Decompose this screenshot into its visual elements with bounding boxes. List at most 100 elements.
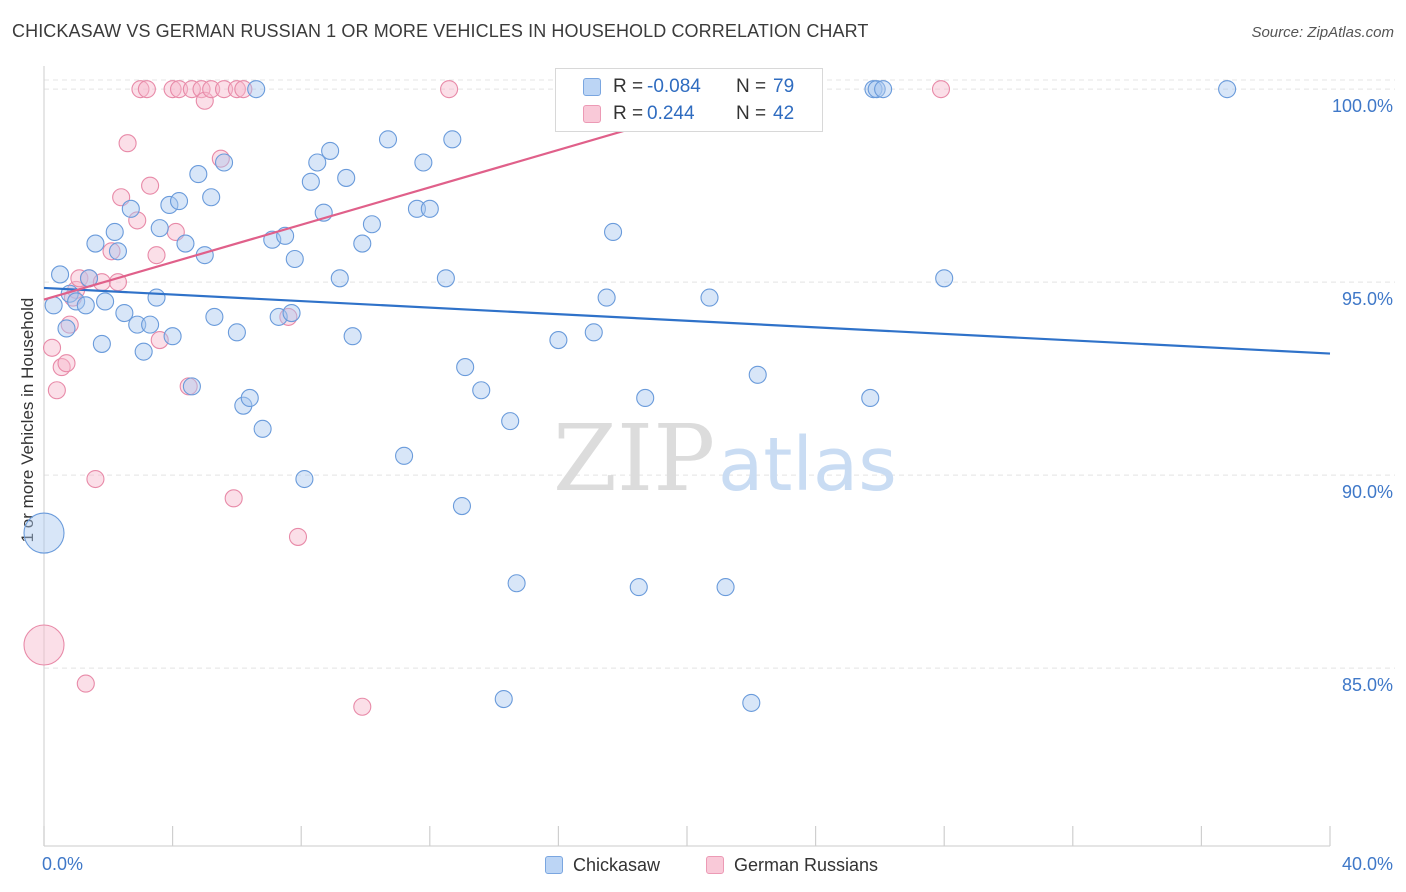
- chickasaw-point: [205, 307, 224, 326]
- chickasaw-point: [308, 153, 327, 172]
- german-russians-point: [288, 527, 308, 546]
- x-tick-labels: 0.0% 40.0%: [42, 854, 1393, 874]
- chickasaw-point: [353, 234, 372, 253]
- x-tick-label-min: 0.0%: [42, 854, 83, 874]
- chickasaw-point: [108, 242, 127, 261]
- german-russians-point: [128, 211, 147, 230]
- german-russians-point: [86, 469, 105, 489]
- chickasaw-point: [214, 153, 234, 172]
- chickasaw-point: [362, 215, 381, 234]
- chickasaw-point: [150, 219, 169, 238]
- german-russians-point: [182, 80, 201, 99]
- x-tick-label-max: 40.0%: [1342, 854, 1393, 874]
- axes: [43, 66, 1331, 847]
- german-russians-point: [131, 80, 150, 99]
- chickasaw-point: [134, 342, 153, 361]
- german-russians-point: [195, 91, 214, 110]
- german-russians-point: [163, 80, 182, 99]
- german-russians-point: [234, 80, 253, 99]
- legend-item-german-russians: German Russians: [706, 851, 878, 879]
- legend-item-chickasaw: Chickasaw: [545, 851, 660, 879]
- german-russians-point: [353, 697, 372, 716]
- legend-label-german-russians: German Russians: [734, 854, 879, 875]
- chickasaw-point: [636, 388, 655, 408]
- watermark-zip: ZIP: [553, 405, 715, 512]
- chickasaw-point: [597, 288, 616, 307]
- chickasaw-point: [716, 578, 735, 597]
- y-tick-label: 85.0%: [1342, 675, 1393, 695]
- y-tick-labels: 85.0% 90.0% 95.0% 100.0%: [1332, 96, 1393, 695]
- german-russians-point: [118, 134, 137, 153]
- chickasaw-legend-swatch: [545, 856, 563, 874]
- chickasaw-point: [1218, 80, 1237, 99]
- r-value: -0.084: [647, 76, 701, 97]
- chickasaw-point: [935, 269, 954, 288]
- r-label: R =: [613, 76, 644, 97]
- german-russians-point: [227, 80, 246, 99]
- german-russians-point: [169, 80, 189, 99]
- chickasaw-point: [420, 199, 439, 218]
- german-russians-point: [57, 354, 76, 373]
- chickasaw-point: [549, 331, 568, 350]
- chickasaw-point: [742, 693, 761, 712]
- chickasaw-point: [176, 234, 195, 253]
- chickasaw-point: [92, 334, 111, 353]
- chickasaw-point: [700, 288, 719, 307]
- series-chickasaw: [23, 80, 1237, 712]
- chickasaw-point: [861, 388, 880, 408]
- german-russians-point: [137, 80, 156, 99]
- german-russians-point: [931, 80, 951, 99]
- german-russians-point: [70, 269, 89, 288]
- chickasaw-point: [501, 412, 520, 431]
- chickasaw-point: [285, 249, 304, 269]
- german-russians-point: [23, 624, 65, 666]
- german-russians-point: [202, 80, 221, 99]
- chickasaw-point: [378, 130, 398, 149]
- n-label: N =: [736, 76, 767, 97]
- source-label: Source: ZipAtlas.com: [1251, 24, 1394, 41]
- german-russians-point: [112, 188, 131, 207]
- chickasaw-point: [86, 234, 105, 253]
- n-label: N =: [736, 103, 767, 124]
- chickasaw-point: [282, 303, 301, 323]
- chickasaw-point: [23, 512, 65, 554]
- trend-line-chickasaw: [43, 286, 1331, 355]
- stats-legend: R = -0.084 N = 79 R = 0.244 N = 42: [555, 68, 823, 132]
- chart-title: CHICKASAW VS GERMAN RUSSIAN 1 OR MORE VE…: [12, 21, 869, 41]
- chickasaw-point: [121, 199, 140, 218]
- stats-row-chickasaw: R = -0.084 N = 79: [556, 74, 822, 100]
- chickasaw-point: [182, 377, 201, 396]
- german-russians-legend-swatch: [706, 856, 724, 874]
- chickasaw-point: [169, 192, 189, 211]
- chickasaw-point: [867, 80, 886, 99]
- y-tick-label: 95.0%: [1342, 289, 1393, 309]
- german-russians-point: [42, 338, 62, 357]
- r-label: R =: [613, 103, 644, 124]
- chickasaw-point: [507, 574, 526, 593]
- watermark-atlas: atlas: [718, 422, 897, 508]
- stats-row-german-russians: R = 0.244 N = 42: [556, 101, 822, 127]
- y-tick-label: 90.0%: [1342, 482, 1393, 502]
- chickasaw-point: [343, 327, 362, 346]
- chickasaw-point: [57, 319, 76, 338]
- chickasaw-point: [330, 269, 349, 288]
- chickasaw-point: [51, 265, 70, 284]
- chickasaw-point: [443, 130, 462, 149]
- n-value: 42: [773, 103, 795, 124]
- chickasaw-point: [456, 358, 475, 377]
- german-russians-point: [47, 381, 66, 400]
- chickasaw-point: [748, 365, 767, 384]
- n-value: 79: [773, 76, 795, 97]
- chickasaw-point: [472, 381, 491, 400]
- german-russians-point: [76, 674, 95, 693]
- chickasaw-point: [337, 168, 356, 187]
- german-russians-swatch: [583, 105, 601, 123]
- legend-label-chickasaw: Chickasaw: [573, 854, 661, 875]
- watermark: ZIP atlas: [553, 405, 897, 512]
- german-russians-point: [102, 242, 121, 261]
- chickasaw-point: [163, 327, 182, 346]
- chickasaw-point: [160, 195, 179, 215]
- chickasaw-swatch: [583, 78, 601, 96]
- bottom-legend: Chickasaw German Russians: [0, 851, 1406, 879]
